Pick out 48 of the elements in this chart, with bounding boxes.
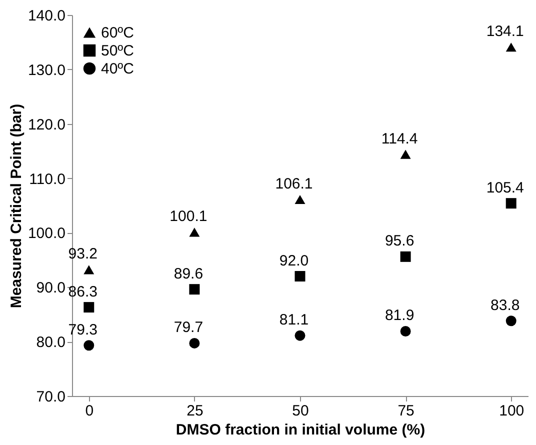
- data-label: 83.8: [490, 296, 520, 314]
- point: [294, 271, 306, 282]
- x-tick-label: 0: [85, 402, 94, 420]
- legend-label: 50ºC: [101, 42, 134, 60]
- x-tick-label: 100: [499, 402, 524, 420]
- data-label: 79.7: [174, 319, 204, 336]
- point: [400, 326, 411, 336]
- point: [294, 330, 306, 341]
- x-axis-title: DMSO fraction in initial volume (%): [176, 422, 426, 438]
- point: [400, 150, 411, 159]
- y-tick-label: 100.0: [28, 225, 66, 242]
- data-label: 106.1: [275, 176, 313, 193]
- y-tick-label: 80.0: [36, 334, 66, 352]
- y-tick-label: 120.0: [28, 116, 66, 134]
- data-label: 134.1: [486, 23, 524, 40]
- data-label: 93.2: [68, 246, 98, 263]
- x-tick-label: 50: [292, 402, 309, 420]
- point: [506, 198, 516, 209]
- point: [189, 284, 200, 295]
- data-label: 89.6: [174, 265, 204, 282]
- y-tick-label: 140.0: [28, 8, 66, 24]
- data-label: 95.6: [384, 232, 414, 250]
- y-tick-label: 90.0: [36, 280, 66, 297]
- legend-label: 60ºC: [101, 24, 134, 42]
- point: [84, 340, 94, 351]
- point: [84, 302, 94, 313]
- point: [189, 338, 200, 348]
- y-tick-label: 70.0: [36, 388, 66, 406]
- data-label: 100.1: [170, 208, 208, 226]
- data-label: 81.9: [384, 307, 414, 324]
- y-axis-title: Measured Critical Point (bar): [8, 104, 25, 308]
- point: [400, 251, 411, 262]
- point: [294, 194, 306, 204]
- y-tick-label: 130.0: [28, 62, 66, 79]
- point: [506, 42, 516, 52]
- data-label: 105.4: [486, 179, 524, 196]
- data-label: 79.3: [68, 321, 98, 338]
- point: [506, 316, 516, 326]
- legend-label: 40ºC: [101, 60, 134, 78]
- point: [189, 228, 200, 237]
- data-label: 81.1: [279, 312, 309, 329]
- x-tick-label: 25: [186, 402, 204, 420]
- data-label: 86.3: [68, 283, 98, 300]
- point: [84, 265, 94, 274]
- data-label: 114.4: [381, 130, 418, 148]
- data-label: 92.0: [279, 252, 309, 270]
- x-tick-label: 75: [398, 402, 414, 420]
- y-tick-label: 110.0: [29, 170, 66, 188]
